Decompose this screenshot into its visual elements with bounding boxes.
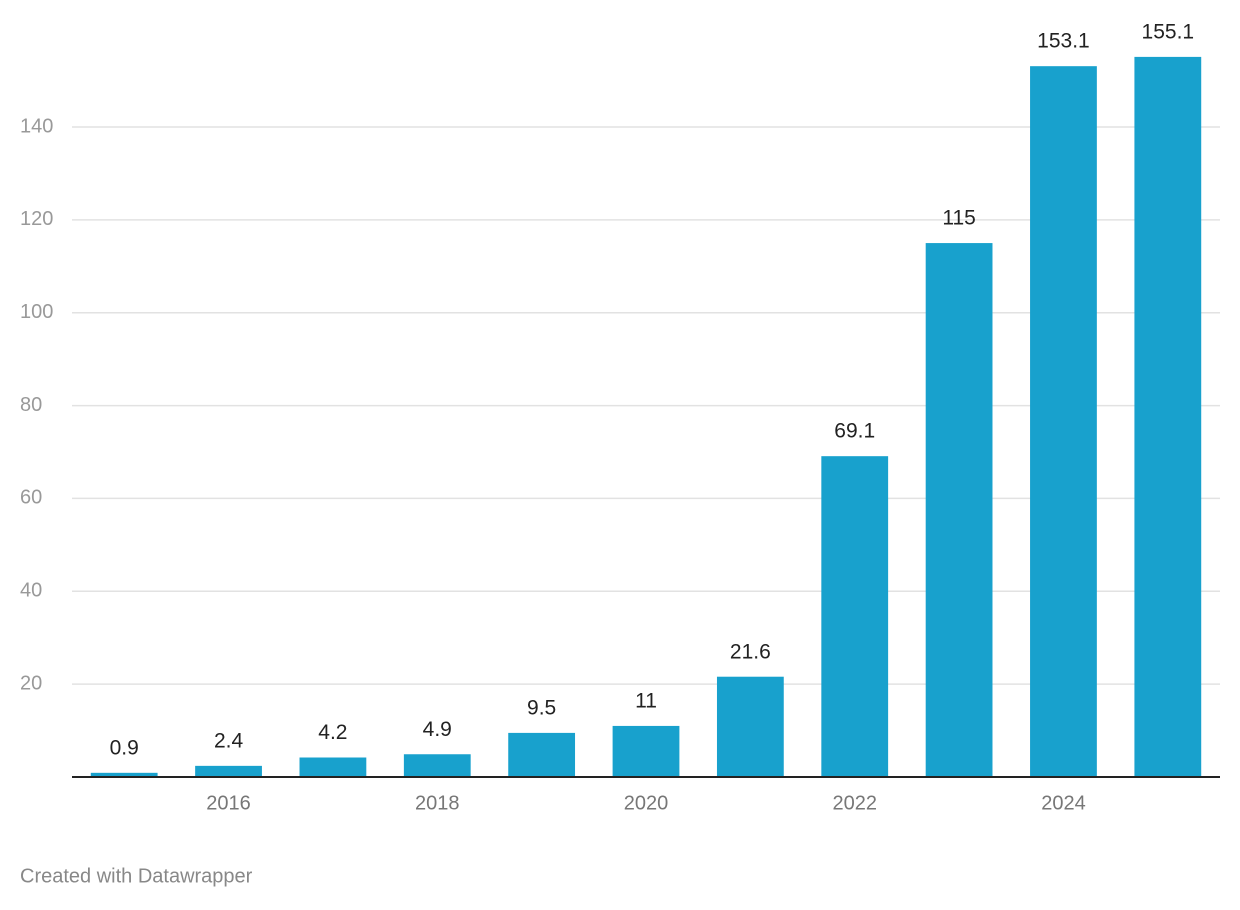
y-tick-label: 100 [20,301,53,323]
y-tick-label: 20 [20,672,42,694]
x-tick-label: 2022 [832,792,877,814]
x-tick-label: 2024 [1041,792,1086,814]
y-tick-label: 120 [20,208,53,230]
bar [716,676,784,777]
y-tick-label: 140 [20,115,53,137]
bar [299,757,367,777]
value-label: 115 [942,207,975,230]
credit: Created with Datawrapper [20,865,253,887]
bar [90,772,158,777]
bar [403,754,471,777]
value-label: 2.4 [214,729,244,752]
value-label: 9.5 [527,696,556,719]
value-label: 153.1 [1037,30,1090,53]
bar [508,732,576,777]
y-tick-label: 80 [20,394,42,416]
value-label: 0.9 [110,736,139,759]
y-tick-label: 40 [20,580,42,602]
bar [612,725,680,777]
bar [925,243,993,778]
value-label: 4.2 [318,721,347,744]
value-label: 11 [635,689,657,712]
bar [821,456,889,777]
x-tick-label: 2018 [415,792,460,814]
y-tick-label: 60 [20,487,42,509]
bar [1030,66,1097,777]
value-label: 4.9 [423,718,452,741]
value-label: 21.6 [730,640,771,663]
bar [195,765,262,777]
bar [1134,56,1202,777]
x-tick-label: 2020 [624,792,669,814]
x-tick-label: 2016 [206,792,251,814]
value-label: 69.1 [834,420,875,443]
value-label: 155.1 [1142,20,1195,43]
